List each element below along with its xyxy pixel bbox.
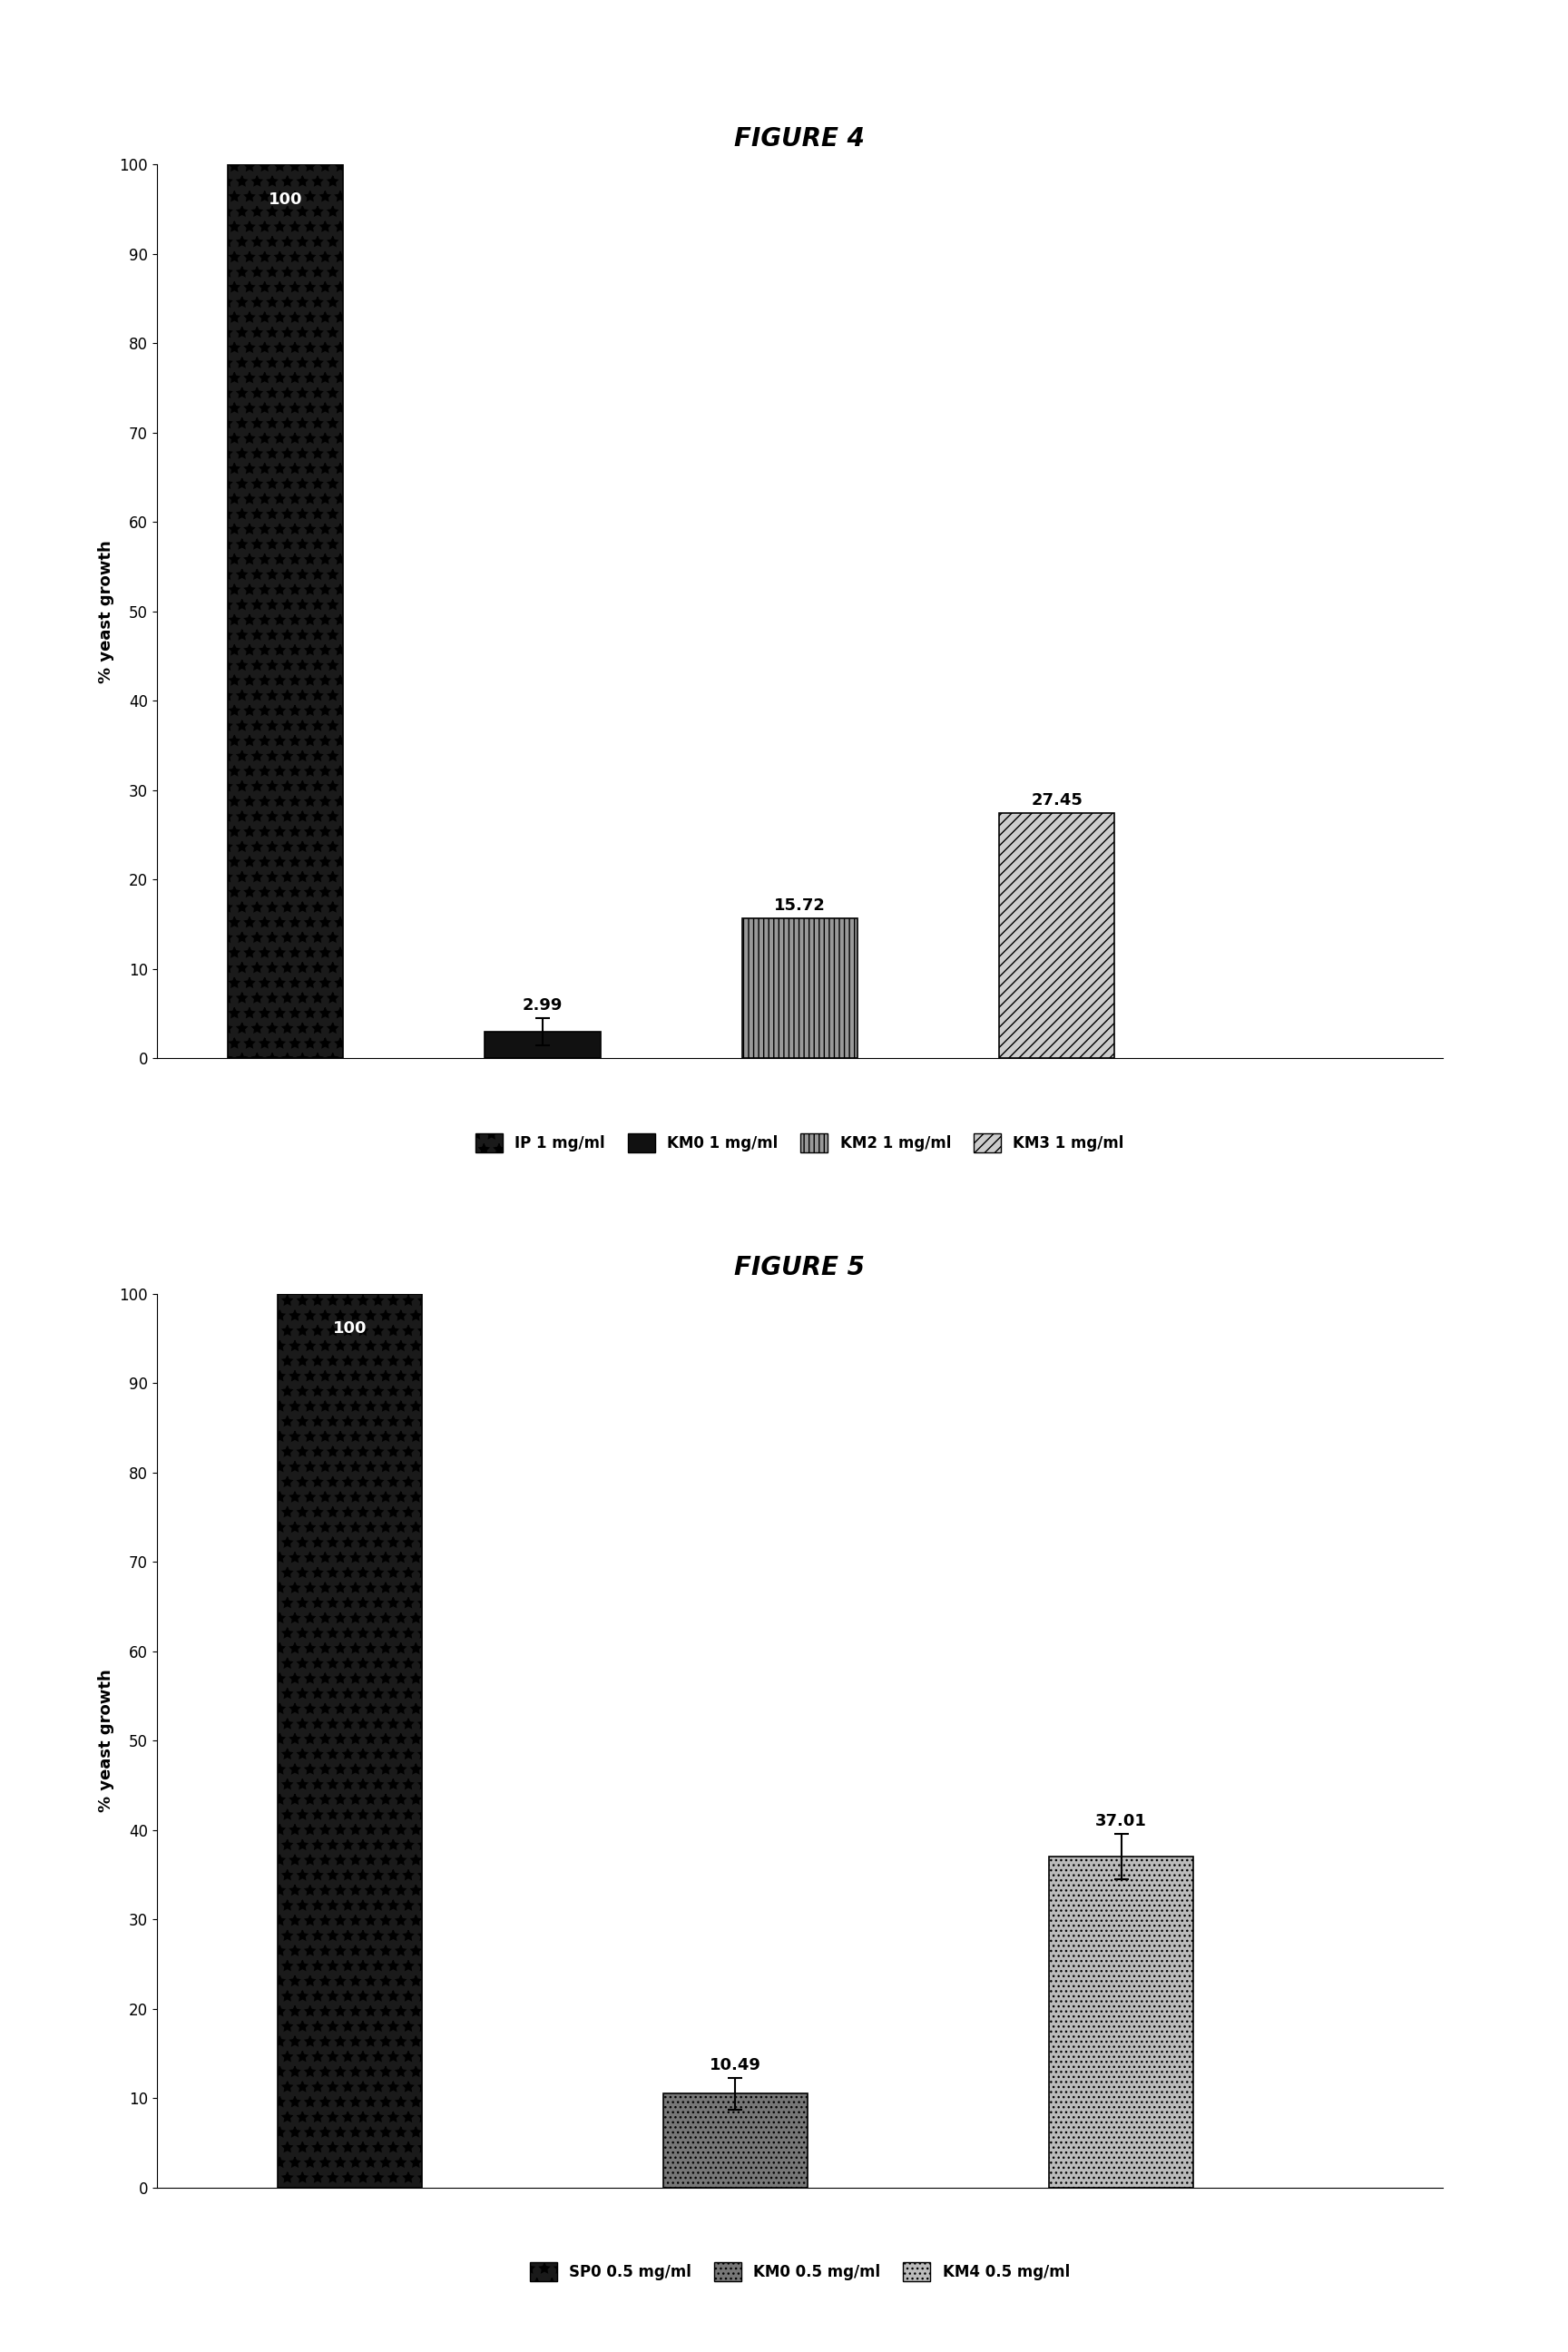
Bar (999, 814, 1115, 1058)
Bar (1049, 1856, 1193, 2187)
Text: 100: 100 (268, 191, 303, 207)
Bar (278, 1294, 422, 2187)
Bar (485, 1033, 601, 1058)
Legend: SP0 0.5 mg/ml, KM0 0.5 mg/ml, KM4 0.5 mg/ml: SP0 0.5 mg/ml, KM0 0.5 mg/ml, KM4 0.5 mg… (524, 2256, 1076, 2286)
Y-axis label: % yeast growth: % yeast growth (97, 541, 114, 682)
Text: 100: 100 (332, 1319, 367, 1336)
Text: 10.49: 10.49 (710, 2056, 760, 2072)
Bar (742, 917, 858, 1058)
Text: 2.99: 2.99 (522, 997, 563, 1014)
Text: 27.45: 27.45 (1032, 793, 1082, 809)
Text: 15.72: 15.72 (775, 896, 825, 913)
Bar (663, 2093, 808, 2187)
Title: FIGURE 5: FIGURE 5 (734, 1254, 866, 1279)
Title: FIGURE 4: FIGURE 4 (734, 125, 866, 151)
Bar (227, 165, 343, 1058)
Legend: IP 1 mg/ml, KM0 1 mg/ml, KM2 1 mg/ml, KM3 1 mg/ml: IP 1 mg/ml, KM0 1 mg/ml, KM2 1 mg/ml, KM… (469, 1127, 1131, 1157)
Text: 37.01: 37.01 (1096, 1813, 1146, 1830)
Y-axis label: % yeast growth: % yeast growth (97, 1670, 114, 1811)
